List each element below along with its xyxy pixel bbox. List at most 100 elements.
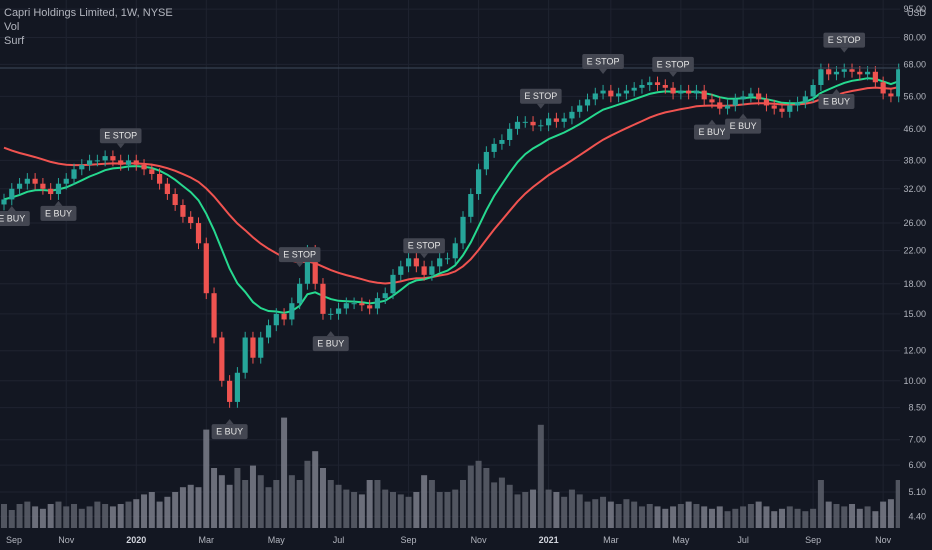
signal-label-pointer [295, 262, 304, 268]
volume-bar [747, 504, 754, 528]
volume-bar [802, 511, 809, 528]
candle-body [623, 90, 629, 94]
volume-bar [374, 480, 381, 528]
volume-bar [467, 465, 474, 528]
volume-bar [514, 494, 521, 528]
candle-body [701, 90, 707, 100]
candle-body [328, 313, 334, 315]
volume-bar [561, 496, 568, 528]
candle-body [118, 160, 124, 165]
volume-bar [218, 475, 225, 528]
price-tick-label: 5.10 [908, 487, 926, 497]
candle-body [872, 71, 878, 83]
price-tick-label: 18.00 [903, 279, 926, 289]
volume-bar [887, 499, 894, 528]
volume-bar [203, 429, 210, 528]
price-tick-label: 80.00 [903, 33, 926, 43]
candle-body [639, 84, 645, 88]
volume-bar [319, 468, 326, 528]
volume-bar [623, 499, 630, 528]
candle-body [79, 164, 85, 170]
volume-bar [405, 496, 412, 528]
candle-body [141, 164, 147, 170]
volume-bars [1, 417, 902, 528]
volume-bar [825, 501, 832, 528]
price-tick-label: 56.00 [903, 91, 926, 101]
candle-body [265, 325, 272, 338]
candle-body [763, 99, 770, 106]
signal-label-box [823, 32, 866, 48]
volume-bar [708, 508, 715, 528]
signal-label-pointer [326, 331, 335, 337]
volume-bar [125, 501, 132, 528]
volume-bar [460, 480, 467, 528]
signal-label: E BUY [211, 419, 248, 440]
time-tick-label: Nov [875, 535, 892, 545]
candle-body [491, 143, 497, 152]
candle-body [530, 121, 536, 126]
signal-label-text: E STOP [657, 59, 690, 69]
volume-bar [498, 477, 505, 528]
volume-bar [600, 496, 607, 528]
volume-bar [421, 475, 428, 528]
signal-label: E STOP [520, 88, 562, 109]
candle-body [600, 90, 606, 94]
candle-body [149, 169, 155, 174]
volume-bar [32, 506, 39, 528]
price-tick-label: 68.00 [903, 59, 926, 69]
candle-body [670, 87, 676, 94]
volume-bar [148, 492, 155, 528]
volume-bar [444, 492, 451, 528]
candle-body [654, 82, 661, 85]
candle-body [48, 188, 54, 195]
volume-bar [491, 482, 498, 528]
volume-bar [755, 501, 762, 528]
volume-bar [39, 508, 46, 528]
volume-bar [849, 504, 856, 528]
volume-bar [179, 487, 186, 528]
volume-bar [172, 492, 179, 528]
candle-body [592, 93, 598, 100]
volume-bar [63, 506, 70, 528]
signal-label: E BUY [818, 88, 855, 109]
volume-bar [296, 480, 303, 528]
time-tick-label: Mar [603, 535, 619, 545]
signal-label: E BUY [312, 331, 349, 352]
candle-body [475, 169, 482, 195]
time-tick-label: May [268, 535, 286, 545]
candle-body [180, 205, 186, 217]
price-tick-label: 95.00 [903, 4, 926, 14]
volume-bar [109, 506, 116, 528]
volume-bar [841, 506, 848, 528]
volume-bar [211, 468, 218, 528]
volume-bar [397, 494, 404, 528]
volume-bar [226, 484, 233, 528]
volume-bar [786, 506, 793, 528]
volume-bar [1, 504, 7, 528]
volume-bar [607, 501, 614, 528]
volume-bar [724, 511, 731, 528]
candle-body [507, 128, 513, 140]
candle-body [250, 337, 256, 358]
volume-bar [545, 489, 552, 528]
time-tick-label: Sep [401, 535, 417, 545]
price-tick-label: 22.00 [903, 246, 926, 256]
volume-bar [156, 501, 163, 528]
price-tick-label: 8.50 [908, 403, 926, 413]
candle-body [343, 303, 349, 309]
candle-body [538, 125, 544, 127]
signal-label-box [403, 238, 445, 254]
volume-bar [234, 468, 241, 528]
time-tick-label: Mar [199, 535, 215, 545]
candle-body [584, 99, 591, 106]
candle-body [779, 108, 785, 112]
volume-bar [584, 501, 591, 528]
volume-bar [646, 504, 653, 528]
signal-labels: E BUY E BUY E STOP E BUY E STOP E BUY E STOP E … [0, 0, 932, 440]
price-tick-label: 46.00 [903, 124, 926, 134]
candle-body [483, 151, 489, 170]
candle-body [102, 156, 108, 161]
signal-label-text: E BUY [45, 208, 72, 218]
signal-label-box [99, 128, 142, 144]
